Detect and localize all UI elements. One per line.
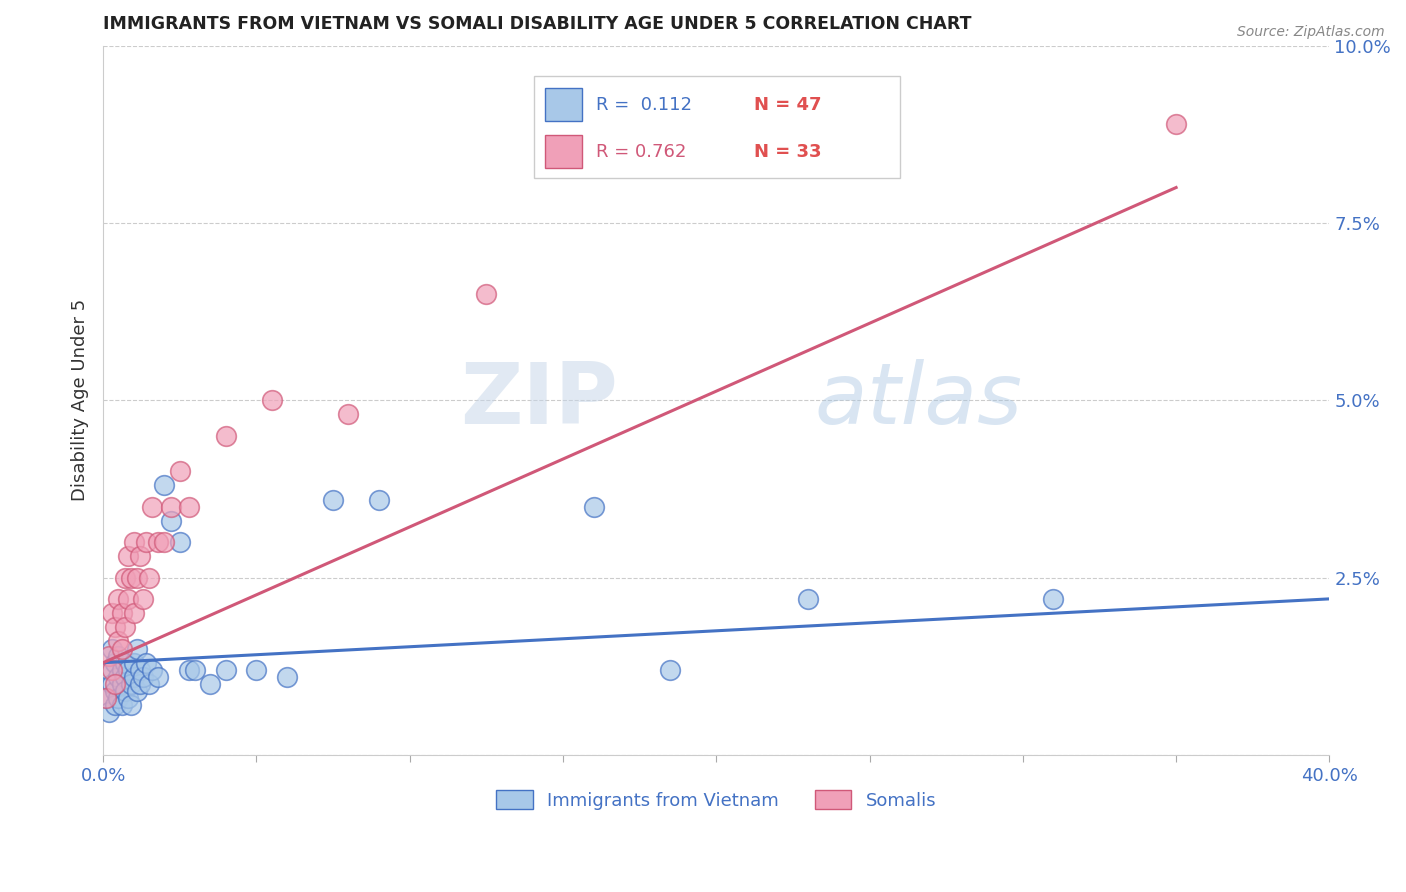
- Y-axis label: Disability Age Under 5: Disability Age Under 5: [72, 299, 89, 501]
- Point: [98, 706, 121, 720]
- Bar: [546, 136, 582, 168]
- Point: [129, 663, 152, 677]
- Point: [148, 670, 170, 684]
- Point: [104, 656, 127, 670]
- Point: [117, 663, 139, 677]
- Text: R = 0.762: R = 0.762: [596, 143, 686, 161]
- Point: [169, 535, 191, 549]
- Point: [122, 670, 145, 684]
- FancyBboxPatch shape: [534, 76, 900, 178]
- Point: [125, 641, 148, 656]
- Point: [169, 464, 191, 478]
- Point: [141, 500, 163, 514]
- Point: [122, 606, 145, 620]
- Point: [184, 663, 207, 677]
- Text: R =  0.112: R = 0.112: [596, 95, 692, 113]
- Point: [276, 670, 298, 684]
- Point: [107, 634, 129, 648]
- Point: [110, 663, 132, 677]
- Point: [138, 677, 160, 691]
- Point: [215, 429, 238, 443]
- Point: [104, 677, 127, 691]
- Point: [104, 698, 127, 713]
- Point: [322, 492, 344, 507]
- Point: [122, 656, 145, 670]
- Point: [138, 571, 160, 585]
- Point: [114, 656, 136, 670]
- Point: [98, 663, 121, 677]
- Point: [582, 500, 605, 514]
- Point: [659, 663, 682, 677]
- Point: [114, 670, 136, 684]
- Point: [117, 591, 139, 606]
- Bar: [546, 88, 582, 121]
- Point: [337, 408, 360, 422]
- Point: [107, 648, 129, 663]
- Point: [797, 591, 820, 606]
- Text: N = 47: N = 47: [754, 95, 821, 113]
- Point: [114, 571, 136, 585]
- Point: [101, 663, 124, 677]
- Legend: Immigrants from Vietnam, Somalis: Immigrants from Vietnam, Somalis: [489, 783, 943, 817]
- Point: [129, 677, 152, 691]
- Point: [96, 691, 118, 706]
- Point: [110, 606, 132, 620]
- Point: [159, 500, 181, 514]
- Point: [114, 684, 136, 698]
- Point: [159, 514, 181, 528]
- Point: [96, 691, 118, 706]
- Point: [125, 571, 148, 585]
- Point: [177, 500, 200, 514]
- Point: [1164, 117, 1187, 131]
- Point: [120, 677, 142, 691]
- Point: [135, 535, 157, 549]
- Point: [475, 286, 498, 301]
- Point: [153, 535, 176, 549]
- Point: [132, 591, 155, 606]
- Text: ZIP: ZIP: [460, 359, 619, 442]
- Point: [125, 684, 148, 698]
- Point: [200, 677, 222, 691]
- Point: [215, 663, 238, 677]
- Text: Source: ZipAtlas.com: Source: ZipAtlas.com: [1237, 25, 1385, 39]
- Point: [104, 684, 127, 698]
- Point: [101, 641, 124, 656]
- Point: [148, 535, 170, 549]
- Point: [114, 620, 136, 634]
- Point: [122, 535, 145, 549]
- Point: [120, 698, 142, 713]
- Point: [260, 393, 283, 408]
- Point: [117, 691, 139, 706]
- Point: [98, 648, 121, 663]
- Point: [117, 549, 139, 564]
- Point: [368, 492, 391, 507]
- Point: [107, 591, 129, 606]
- Point: [120, 571, 142, 585]
- Point: [110, 698, 132, 713]
- Point: [177, 663, 200, 677]
- Point: [153, 478, 176, 492]
- Text: atlas: atlas: [814, 359, 1022, 442]
- Point: [135, 656, 157, 670]
- Point: [245, 663, 267, 677]
- Point: [107, 691, 129, 706]
- Point: [132, 670, 155, 684]
- Point: [104, 620, 127, 634]
- Point: [101, 606, 124, 620]
- Point: [129, 549, 152, 564]
- Point: [110, 641, 132, 656]
- Point: [107, 670, 129, 684]
- Point: [110, 677, 132, 691]
- Point: [141, 663, 163, 677]
- Point: [101, 677, 124, 691]
- Text: IMMIGRANTS FROM VIETNAM VS SOMALI DISABILITY AGE UNDER 5 CORRELATION CHART: IMMIGRANTS FROM VIETNAM VS SOMALI DISABI…: [103, 15, 972, 33]
- Text: N = 33: N = 33: [754, 143, 821, 161]
- Point: [1042, 591, 1064, 606]
